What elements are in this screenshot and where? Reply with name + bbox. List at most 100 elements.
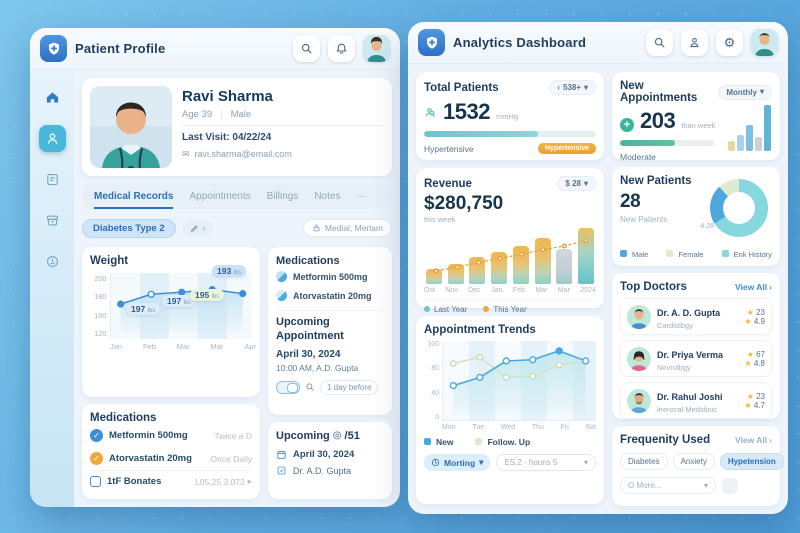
total-patients-value: 1532 — [443, 99, 490, 124]
plus-circle-icon: + — [620, 118, 634, 132]
patient-last-visit: Last Visit: 04/22/24 — [182, 132, 272, 143]
bell-icon — [336, 43, 347, 54]
trends-x-axis: Mon Tue Wed Thu Fri Sat — [442, 424, 596, 431]
range-select[interactable]: ES.2 - houns 5 ▾ — [496, 454, 596, 471]
search-button[interactable] — [293, 35, 320, 62]
search-icon — [654, 37, 665, 48]
new-patients-donut-chart — [710, 179, 768, 237]
new-appointments-filter[interactable]: Monthly ▾ — [718, 84, 772, 100]
sidebar-item-patients[interactable] — [38, 125, 66, 152]
doctor-row[interactable]: Dr. Rahul Joshi leensral Medidinic ★ 23 … — [620, 382, 772, 420]
new-patients-subtitle: New Patients — [620, 215, 668, 224]
weight-chart-card: Weight 200 180 180 120 — [82, 247, 260, 397]
doctor-row[interactable]: Dr. Priya Verma Novrolbgy ★ 67 ★ 4.8 — [620, 340, 772, 378]
total-patients-filter[interactable]: ‹ 538+ ▾ — [549, 80, 596, 95]
new-appointments-progress — [620, 140, 715, 146]
tab-billings[interactable]: Billings — [266, 190, 299, 202]
sidebar-item-home[interactable] — [39, 84, 66, 111]
gear-icon: ⚙ — [723, 35, 736, 50]
face-icon — [46, 255, 58, 268]
medications-mini-title: Medications — [276, 255, 340, 267]
frequency-chip[interactable]: Diabetes — [620, 453, 668, 471]
notifications-button[interactable] — [328, 35, 355, 62]
condition-chip-row: Diabetes Type 2 › Medial, Merlam — [82, 216, 392, 240]
page-title: Analytics Dashboard — [453, 35, 587, 50]
record-tabs: Medical Records Appointments Billings No… — [82, 183, 392, 209]
medication-mini-item: Metformin 500mg — [276, 267, 384, 286]
chevron-down-icon: ▾ — [583, 178, 588, 188]
condition-chip[interactable]: Diabetes Type 2 — [82, 218, 176, 238]
total-patients-label: Hypertensive — [424, 143, 474, 154]
patient-profile-window: Patient Profile — [30, 28, 400, 507]
medication-row[interactable]: ✓ Metformin 500mg Twice a D — [90, 424, 252, 447]
revenue-bar-chart — [424, 226, 596, 284]
trends-line-chart — [442, 341, 596, 421]
trends-y-axis: 100 80 40 0 — [427, 341, 439, 421]
revenue-filter[interactable]: $ 28 ▾ — [557, 176, 596, 191]
star-icon: ★ — [744, 400, 752, 410]
medication-row[interactable]: 1tF Bonates L05.25.3.072 ▸ — [90, 470, 252, 492]
view-all-link[interactable]: View All › — [735, 282, 772, 293]
doctor-avatar — [627, 388, 651, 413]
new-appointments-caption: than week — [681, 121, 716, 130]
chevron-down-icon: ▾ — [759, 87, 764, 96]
tab-more[interactable]: ··· — [356, 190, 367, 202]
view-all-link[interactable]: View All › — [735, 435, 772, 446]
sidebar-item-support[interactable] — [39, 248, 66, 275]
tab-medical-records[interactable]: Medical Records — [94, 183, 173, 209]
dropdown-adjacent-button[interactable] — [722, 477, 738, 494]
frequency-chip[interactable]: Hypetension — [719, 453, 784, 471]
user-avatar[interactable] — [363, 35, 390, 62]
time-filter-chip[interactable]: Morting ▾ — [424, 454, 491, 471]
doctor-badge-icon — [277, 466, 286, 475]
settings-button[interactable]: ⚙ — [716, 29, 743, 56]
chevron-right-icon: › — [769, 282, 772, 293]
checkbox-icon[interactable] — [90, 476, 101, 487]
donut-label: 4.28 — [700, 223, 714, 230]
reminder-chip[interactable]: 1 day before — [320, 379, 379, 395]
total-patients-card: Total Patients ‹ 538+ ▾ 1532 mmHg — [416, 72, 604, 160]
new-patients-card: New Patients 28 New Patients 4.28 Male F… — [612, 167, 780, 267]
revenue-title: Revenue — [424, 177, 472, 190]
analytics-header: Analytics Dashboard ⚙ — [408, 22, 788, 64]
star-icon: ★ — [746, 391, 754, 401]
medications-upcoming-card: Medications Metformin 500mg Atorvastatin… — [268, 247, 392, 415]
upcoming-date-row[interactable]: April 30, 2024 — [276, 449, 384, 460]
frequency-chip[interactable]: Anxiety — [672, 453, 715, 471]
new-patients-legend: Male Female Enk History — [620, 250, 772, 259]
chevron-down-icon: ▾ — [583, 82, 588, 92]
divider: | — [220, 109, 223, 120]
doctor-row[interactable]: Dr. A. D. Gupta Cardiolbgy ★ 23 ★ 4.9 — [620, 298, 772, 336]
reminder-toggle[interactable] — [276, 380, 300, 394]
edit-condition-button[interactable]: › — [181, 220, 214, 236]
weight-point-label: 197 lbs — [126, 303, 161, 315]
total-patients-unit: mmHg — [495, 112, 519, 121]
new-appointments-label: Moderate — [620, 152, 656, 162]
status-badge: Hypertensive — [538, 143, 596, 154]
check-circle-icon: ✓ — [90, 429, 103, 442]
more-dropdown[interactable]: O More... ▾ — [620, 477, 716, 495]
star-icon: ★ — [744, 358, 752, 368]
new-appointments-title: New Appointments — [620, 80, 698, 104]
star-icon: ★ — [746, 307, 754, 317]
top-doctors-title: Top Doctors — [620, 281, 687, 294]
users-button[interactable] — [681, 29, 708, 56]
medication-row[interactable]: ✓ Atorvastatin 20mg Once Daily — [90, 447, 252, 470]
privacy-chip[interactable]: Medial, Merlam — [302, 219, 392, 237]
arrow-right-icon[interactable]: ▸ — [247, 476, 252, 487]
upcoming-doctor-row[interactable]: Dr. A.D. Gupta — [276, 465, 384, 476]
patient-search-icon — [425, 108, 436, 117]
chevron-down-icon: ▾ — [703, 480, 708, 490]
weight-y-axis: 200 180 180 120 — [94, 274, 107, 338]
sidebar-item-records[interactable] — [39, 166, 66, 193]
user-avatar[interactable] — [751, 29, 778, 56]
legend-swatch — [424, 438, 431, 445]
sidebar-item-archive[interactable] — [39, 207, 66, 234]
lock-icon — [313, 224, 320, 232]
tab-appointments[interactable]: Appointments — [189, 190, 251, 202]
tab-notes[interactable]: Notes — [314, 190, 341, 202]
pill-icon — [276, 271, 287, 282]
clock-icon — [431, 458, 440, 467]
search-button[interactable] — [646, 29, 673, 56]
patient-profile-header: Patient Profile — [30, 28, 400, 70]
